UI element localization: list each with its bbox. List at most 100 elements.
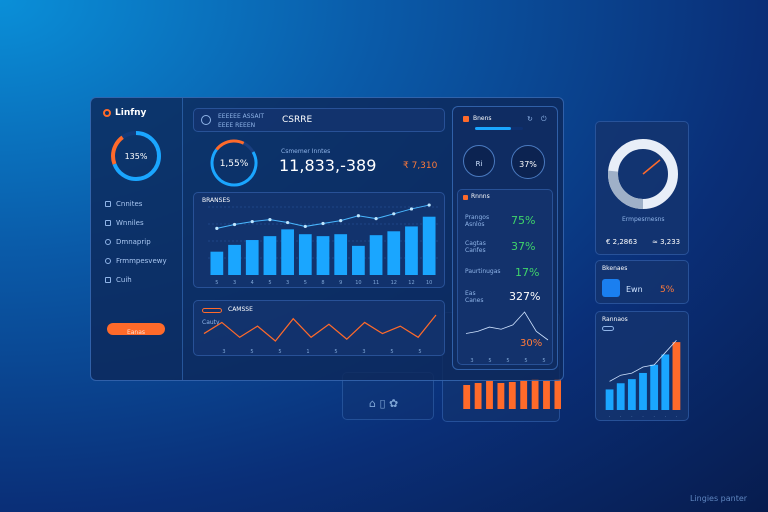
line-chart-title: CAMSSE [228,306,253,313]
trend-tick: · [654,414,655,419]
app-logo[interactable]: Linfny [103,108,146,118]
trend-tick: · [642,414,643,419]
small-ring-left-label: Ri [475,160,483,168]
line-chart-left-label: Cauty [202,319,220,326]
sidebar-item[interactable]: Dmnaprip [105,232,175,251]
gauge-label: Ermpesrnesns [622,216,665,223]
bar-trend-point [321,221,325,226]
line-tick-label: 5 [278,349,281,355]
kpi-ring: 1,55% [210,139,258,187]
bar-trend-point [427,203,431,207]
bar [387,231,401,275]
header-subtitle-1: EEEEEE ASSAIT [218,113,265,120]
right-stats-panel: Bnens ↻ ⏻ Ri 37% Rnnns Prangos Asnlos 75… [452,106,558,370]
nav-icon [105,200,111,207]
bottom-bar [463,385,471,409]
sidebar-item[interactable]: Wnniles [105,213,175,232]
bar-tick-label: 5 [304,280,307,286]
bar-trend-point [374,217,378,221]
bar-trend-point [232,222,237,227]
bar [334,234,348,275]
trend-chart: · · · · · · · [605,339,681,419]
watermark: Lingies panter [690,494,748,503]
line-tick-label: 3 [362,349,365,355]
bar-trend-point [250,219,254,224]
right-panel-header: Bnens ↻ ⏻ [461,114,553,134]
line-chart-panel: CAMSSE Cauty 3 5 5 1 5 3 5 5 [193,300,445,356]
stat-row: Eas Canes 327% [463,288,549,308]
bar [298,234,312,275]
sidebar: Linfny 135% Cnnites Wnniles Dmnaprip [91,98,183,380]
bar-tick-label: 9 [339,280,342,286]
refresh-icon[interactable]: ↻ [527,115,533,123]
bar [369,235,383,275]
orange-square-icon [463,116,469,122]
small-card-chip[interactable] [602,279,620,297]
gauge-right-value: ≈ 3,233 [652,238,681,246]
small-ring-right: 37% [511,145,545,179]
bar [405,226,418,275]
trend-card-title: Rannaos [602,316,628,323]
nav-icon [105,276,111,283]
mini-line-tick: 5 [506,358,509,364]
bar-chart: 5 3 4 5 3 5 8 9 10 11 12 12 10 [208,203,438,286]
bar-tick-label: 8 [321,280,324,286]
line-tick-label: 3 [222,349,225,355]
sidebar-ring-value: 135% [125,152,148,161]
header-subtitle-2: EEEE REEEN [218,122,256,129]
power-icon[interactable]: ⏻ [541,115,547,123]
small-ring-left[interactable]: Ri [463,145,495,177]
bottom-bar [497,383,505,409]
progress-fill [475,127,511,130]
line-tick-label: 5 [418,349,421,355]
stat-value: 37% [511,240,536,253]
logo-icon [103,109,111,117]
trend-tick: · [609,414,610,419]
sidebar-item[interactable]: Cnnites [105,194,175,213]
stat-value: 17% [515,266,540,279]
sidebar-action-button[interactable]: Eanas [107,323,165,336]
trend-bar [672,342,681,410]
sidebar-item-label: Dmnaprip [116,237,151,246]
bottom-bar [543,381,550,409]
bar-trend-point [409,207,414,211]
bar [316,236,330,275]
line-chart: 3 5 5 1 5 3 5 5 [203,314,437,355]
sidebar-item-label: Frmmpesvewy [116,256,167,265]
line-tick-label: 1 [306,349,309,355]
stat-row: Paurtinugas 17% [463,264,549,284]
bar-tick-label: 5 [215,280,218,286]
trend-tick: · [631,414,632,419]
bar-trend-point [339,219,343,223]
bottom-bar [520,381,528,409]
stat-label: Paurtinugas [465,268,501,275]
trend-line [609,339,677,382]
nav-icon [105,238,111,245]
sidebar-item[interactable]: Cuih [105,270,175,289]
trend-bar [650,364,659,410]
sidebar-action-label: Eanas [126,329,146,336]
line-tick-label: 5 [390,349,393,355]
mini-line-value: 30% [520,338,543,349]
stat-label: Eas Canes [465,290,484,304]
trend-bar [627,379,636,410]
kpi-small-value: ₹ 7,310 [403,161,438,171]
sidebar-item[interactable]: Frmmpesvewy [105,251,175,270]
bar-tick-label: 3 [233,280,236,286]
stat-value: 327% [509,290,541,303]
bar [245,240,259,275]
trend-card: Rannaos · · · · · · · [595,311,689,421]
bar-tick-label: 10 [355,280,361,286]
bar [422,216,436,275]
line-tick-label: 5 [334,349,337,355]
bar-tick-label: 4 [251,280,254,286]
mini-line-tick: 5 [542,358,545,364]
trend-toggle-icon[interactable] [602,326,614,331]
small-card-left-value: Ewn [626,285,643,294]
mini-line-series [465,311,549,341]
sidebar-item-label: Wnniles [116,218,144,227]
trend-bar [639,372,647,410]
page-title: CSRRE [282,115,313,125]
bar-tick-label: 12 [391,280,397,286]
bar-tick-label: 12 [408,280,414,286]
